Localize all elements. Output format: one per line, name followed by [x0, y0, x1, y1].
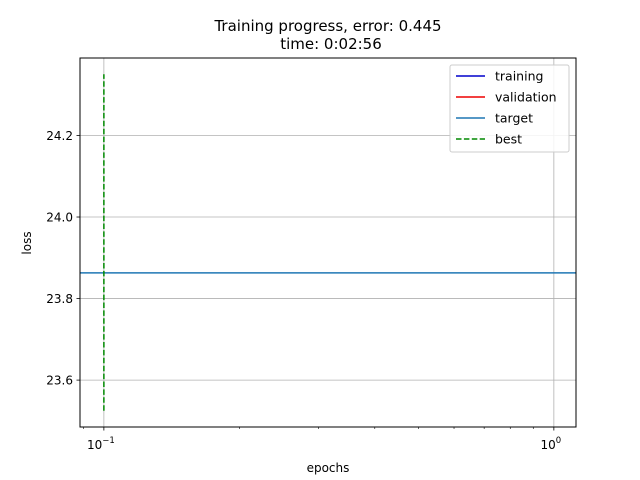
grid-lines — [80, 58, 576, 427]
legend-label-target: target — [495, 111, 533, 126]
plot-frame — [79, 57, 577, 428]
chart-subtitle: time: 0:02:56 — [280, 35, 382, 53]
y-axis-label: loss — [20, 231, 34, 254]
x-tick-label: 10−1 — [87, 436, 115, 452]
legend-label-training: training — [495, 69, 543, 84]
chart-title: Training progress, error: 0.445 — [213, 17, 441, 35]
y-tick-label: 23.6 — [46, 374, 73, 388]
y-axis-ticks: 23.6 23.8 24.0 24.2 — [46, 129, 80, 388]
legend: training validation target best — [449, 64, 570, 153]
y-tick-label: 24.0 — [46, 211, 73, 225]
legend-label-best: best — [495, 132, 522, 147]
y-tick-label: 24.2 — [46, 129, 73, 143]
x-axis-ticks: 10−1 100 — [87, 427, 561, 452]
series-lines — [80, 74, 576, 411]
legend-box — [449, 64, 570, 153]
x-axis-label: epochs — [307, 461, 350, 475]
legend-label-validation: validation — [495, 90, 557, 105]
x-tick-label: 100 — [541, 436, 562, 452]
y-tick-label: 23.8 — [46, 292, 73, 306]
